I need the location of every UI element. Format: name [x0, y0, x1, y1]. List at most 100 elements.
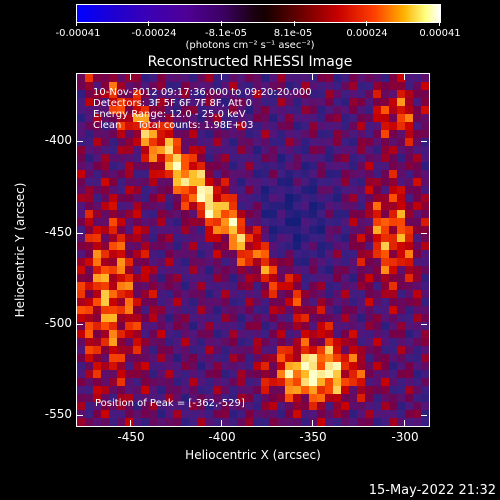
- image-pixel: [181, 138, 189, 146]
- image-pixel: [189, 146, 197, 154]
- image-pixel: [381, 138, 389, 146]
- image-pixel: [237, 282, 245, 290]
- image-pixel: [213, 226, 221, 234]
- image-pixel: [109, 114, 117, 122]
- image-pixel: [413, 386, 421, 394]
- image-pixel: [341, 386, 349, 394]
- image-pixel: [293, 386, 301, 394]
- image-pixel: [117, 250, 125, 258]
- image-pixel: [125, 266, 133, 274]
- image-pixel: [301, 114, 309, 122]
- image-pixel: [85, 282, 93, 290]
- image-pixel: [389, 306, 397, 314]
- image-pixel: [413, 202, 421, 210]
- image-pixel: [381, 250, 389, 258]
- image-pixel: [133, 258, 141, 266]
- image-pixel: [237, 154, 245, 162]
- image-pixel: [165, 178, 173, 186]
- image-pixel: [365, 378, 373, 386]
- image-pixel: [397, 234, 405, 242]
- image-pixel: [157, 378, 165, 386]
- image-pixel: [77, 410, 85, 418]
- image-pixel: [173, 274, 181, 282]
- image-pixel: [301, 130, 309, 138]
- image-pixel: [141, 106, 149, 114]
- image-pixel: [293, 130, 301, 138]
- image-pixel: [141, 258, 149, 266]
- image-pixel: [269, 386, 277, 394]
- image-pixel: [141, 122, 149, 130]
- image-pixel: [293, 362, 301, 370]
- image-pixel: [413, 394, 421, 402]
- image-pixel: [333, 378, 341, 386]
- image-pixel: [117, 346, 125, 354]
- image-pixel: [197, 74, 205, 82]
- image-pixel: [333, 74, 341, 82]
- image-pixel: [405, 362, 413, 370]
- image-pixel: [213, 266, 221, 274]
- image-pixel: [269, 90, 277, 98]
- image-pixel: [285, 250, 293, 258]
- image-pixel: [149, 74, 157, 82]
- image-pixel: [173, 282, 181, 290]
- image-pixel: [213, 298, 221, 306]
- image-pixel: [253, 346, 261, 354]
- image-pixel: [389, 178, 397, 186]
- image-pixel: [165, 338, 173, 346]
- image-pixel: [189, 106, 197, 114]
- image-pixel: [389, 298, 397, 306]
- image-pixel: [413, 378, 421, 386]
- image-pixel: [181, 322, 189, 330]
- image-pixel: [269, 410, 277, 418]
- image-pixel: [357, 82, 365, 90]
- image-pixel: [205, 98, 213, 106]
- image-pixel: [309, 322, 317, 330]
- image-pixel: [85, 90, 93, 98]
- image-pixel: [133, 74, 141, 82]
- image-pixel: [101, 282, 109, 290]
- image-pixel: [173, 234, 181, 242]
- image-pixel: [325, 170, 333, 178]
- image-pixel: [157, 410, 165, 418]
- image-pixel: [93, 90, 101, 98]
- image-pixel: [245, 314, 253, 322]
- image-pixel: [141, 114, 149, 122]
- image-pixel: [357, 298, 365, 306]
- image-pixel: [77, 130, 85, 138]
- image-pixel: [109, 354, 117, 362]
- image-pixel: [333, 234, 341, 242]
- image-pixel: [213, 234, 221, 242]
- image-pixel: [301, 298, 309, 306]
- image-pixel: [349, 354, 357, 362]
- peak-position-annotation: Position of Peak = [-362,-529]: [95, 398, 245, 409]
- image-pixel: [221, 234, 229, 242]
- image-pixel: [293, 394, 301, 402]
- image-pixel: [357, 146, 365, 154]
- image-pixel: [277, 226, 285, 234]
- image-pixel: [277, 322, 285, 330]
- image-pixel: [157, 362, 165, 370]
- image-pixel: [261, 386, 269, 394]
- x-tick: [404, 74, 405, 80]
- image-pixel: [205, 378, 213, 386]
- image-pixel: [141, 386, 149, 394]
- image-pixel: [269, 122, 277, 130]
- image-pixel: [341, 122, 349, 130]
- image-pixel: [77, 386, 85, 394]
- image-pixel: [341, 186, 349, 194]
- image-pixel: [357, 314, 365, 322]
- image-pixel: [317, 170, 325, 178]
- image-pixel: [245, 74, 253, 82]
- image-pixel: [205, 234, 213, 242]
- image-pixel: [397, 330, 405, 338]
- image-pixel: [365, 394, 373, 402]
- image-pixel: [253, 314, 261, 322]
- image-pixel: [333, 250, 341, 258]
- image-pixel: [277, 250, 285, 258]
- image-pixel: [237, 186, 245, 194]
- image-pixel: [117, 290, 125, 298]
- image-pixel: [341, 274, 349, 282]
- image-pixel: [293, 98, 301, 106]
- image-pixel: [117, 186, 125, 194]
- image-pixel: [293, 314, 301, 322]
